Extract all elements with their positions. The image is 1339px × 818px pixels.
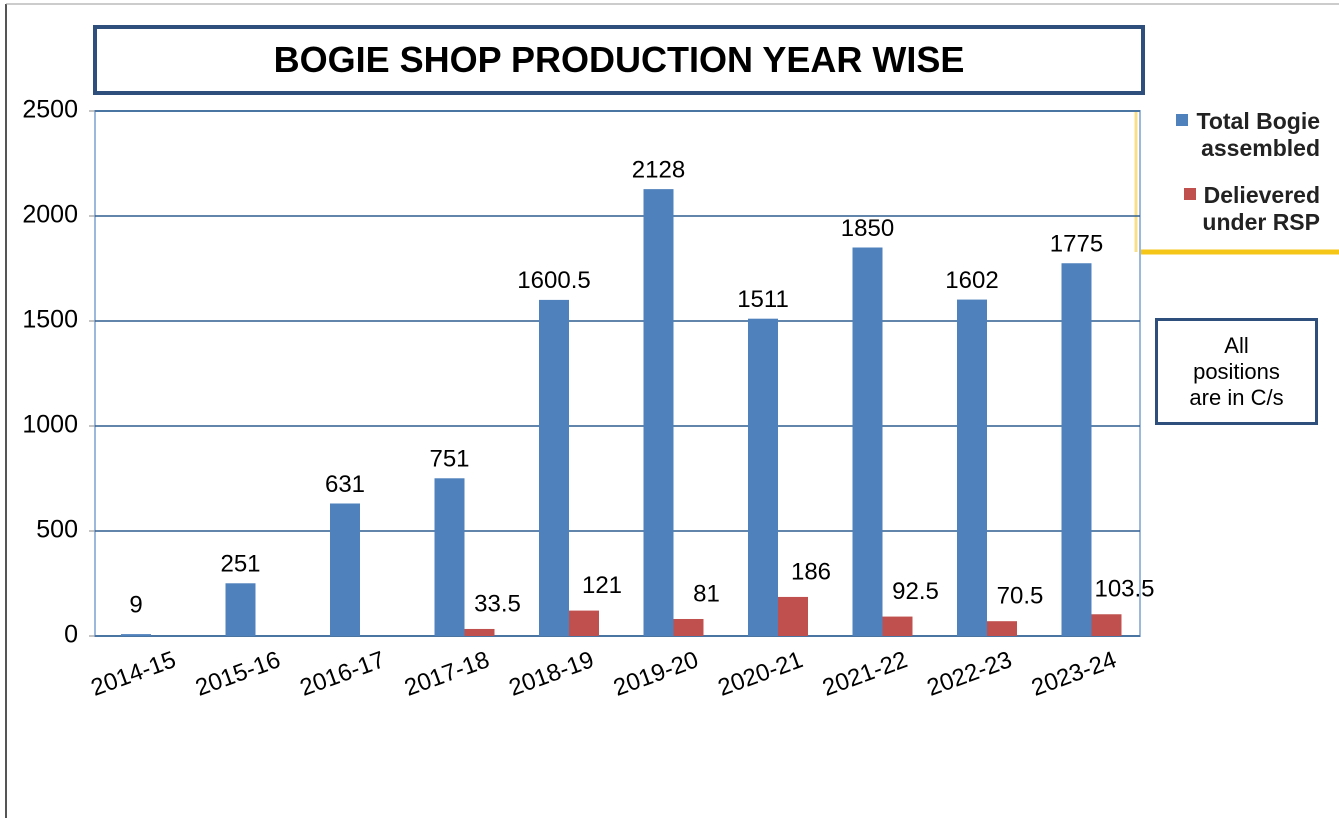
data-label: 92.5	[892, 578, 939, 605]
bar	[1061, 263, 1092, 636]
x-tick-label: 2023-24	[1028, 646, 1120, 701]
data-label: 1850	[841, 215, 894, 242]
bar	[852, 247, 883, 636]
y-tick-label: 2000	[22, 201, 78, 229]
bar	[539, 299, 569, 636]
x-tick-label: 2020-21	[714, 646, 806, 701]
data-label: 121	[582, 572, 622, 599]
bar	[225, 583, 256, 636]
data-label: 1511	[737, 286, 789, 313]
legend-entry: Delievered under RSP	[1150, 182, 1320, 236]
data-label: 9	[129, 591, 142, 618]
chart-title: BOGIE SHOP PRODUCTION YEAR WISE	[93, 25, 1145, 95]
bar	[121, 634, 151, 636]
legend-label: Total Bogie assembled	[1196, 108, 1320, 161]
bar	[987, 621, 1017, 636]
bar	[748, 318, 778, 636]
y-tick-label: 0	[64, 621, 78, 649]
data-label: 103.5	[1094, 576, 1154, 603]
legend-swatch	[1176, 114, 1189, 126]
x-tick-label: 2016-17	[296, 646, 388, 701]
data-label: 631	[325, 471, 365, 498]
bar	[882, 616, 913, 636]
data-label: 1600.5	[517, 267, 590, 294]
x-tick-label: 2014-15	[87, 646, 179, 701]
bar	[464, 628, 495, 636]
data-label: 751	[429, 446, 469, 473]
legend-label: Delievered under RSP	[1202, 182, 1320, 235]
data-label: 251	[220, 551, 260, 578]
bar	[673, 618, 704, 636]
legend-entry: Total Bogie assembled	[1150, 108, 1320, 162]
x-tick-label: 2018-19	[505, 646, 597, 701]
data-label: 186	[791, 558, 831, 585]
data-label: 33.5	[474, 590, 521, 617]
x-tick-label: 2017-18	[401, 646, 493, 701]
y-tick-label: 2500	[22, 96, 78, 124]
bar	[1091, 614, 1122, 636]
data-label: 81	[693, 580, 720, 607]
data-label: 70.5	[997, 583, 1044, 610]
x-tick-label: 2015-16	[192, 646, 284, 701]
bar	[434, 478, 465, 636]
y-tick-label: 1000	[22, 411, 78, 439]
y-tick-label: 500	[36, 516, 78, 544]
legend-swatch	[1183, 188, 1196, 200]
bar	[778, 596, 808, 636]
data-label: 2128	[632, 156, 685, 183]
x-tick-label: 2019-20	[610, 646, 702, 701]
data-label: 1775	[1050, 231, 1103, 258]
bar	[643, 189, 674, 636]
bar	[569, 610, 599, 636]
x-tick-label: 2021-22	[819, 646, 911, 701]
annotation: All positions are in C/s	[1155, 318, 1318, 425]
bar	[957, 299, 987, 636]
y-tick-label: 1500	[22, 306, 78, 334]
data-label: 1602	[945, 267, 998, 294]
bar	[330, 503, 360, 636]
x-tick-label: 2022-23	[923, 646, 1015, 701]
